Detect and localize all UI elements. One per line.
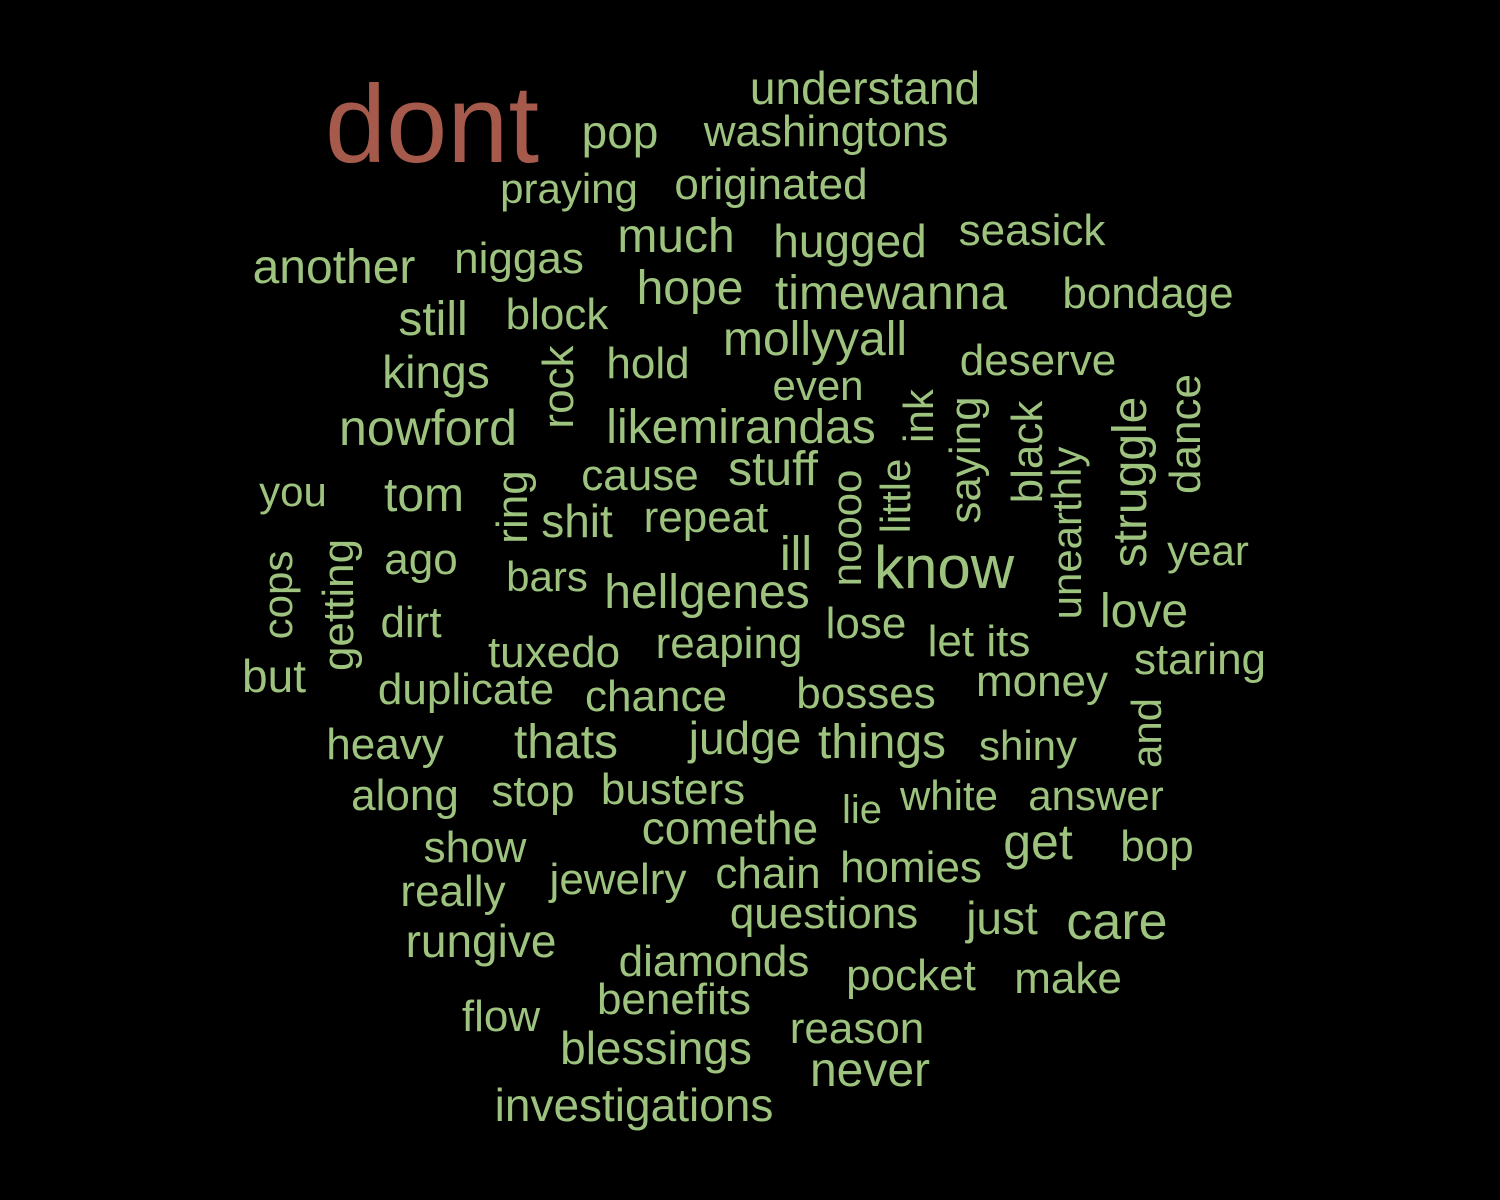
word-heavy: heavy <box>326 720 444 769</box>
word-homies: homies <box>840 843 982 892</box>
word-kings: kings <box>382 346 490 398</box>
word-still: still <box>398 293 468 346</box>
word-bondage: bondage <box>1062 269 1234 318</box>
word-tom: tom <box>383 469 465 522</box>
word-saying: saying <box>941 396 990 524</box>
word-likemirandas: likemirandas <box>606 401 876 454</box>
word-understand: understand <box>749 62 981 114</box>
word-get: get <box>1003 814 1073 870</box>
word-know: know <box>873 534 1015 601</box>
word-block: block <box>505 290 609 339</box>
word-another: another <box>252 241 416 294</box>
word-staring: staring <box>1133 635 1267 684</box>
word-hope: hope <box>636 262 744 315</box>
word-cause: cause <box>581 451 699 500</box>
word-questions: questions <box>729 889 919 938</box>
word-nowford: nowford <box>339 400 517 456</box>
word-love: love <box>1099 585 1189 638</box>
word-seasick: seasick <box>958 206 1106 255</box>
word-ago: ago <box>384 535 458 584</box>
word-hold: hold <box>606 339 690 388</box>
word-show: show <box>423 823 527 872</box>
word-timewanna: timewanna <box>774 267 1008 320</box>
word-noooo: noooo <box>823 469 870 587</box>
word-getting: getting <box>314 538 363 672</box>
word-care: care <box>1066 893 1168 951</box>
word-ring: ring <box>488 470 537 544</box>
word-comethe: comethe <box>641 802 819 854</box>
word-originated: originated <box>674 160 868 209</box>
word-you: you <box>259 468 327 515</box>
word-unearthly: unearthly <box>1043 446 1090 620</box>
word-rock: rock <box>534 345 583 429</box>
word-answer: answer <box>1028 772 1164 819</box>
word-struggle: struggle <box>1104 396 1157 568</box>
word-lie: lie <box>841 788 883 832</box>
word-year: year <box>1167 527 1249 574</box>
word-diamonds: diamonds <box>618 937 810 986</box>
word-money: money <box>975 657 1109 706</box>
word-pop: pop <box>581 106 659 158</box>
word-jewelry: jewelry <box>549 855 687 904</box>
word-dont: dont <box>324 63 540 186</box>
word-rungive: rungive <box>405 915 557 967</box>
word-niggas: niggas <box>454 234 584 283</box>
word-lose: lose <box>825 599 907 648</box>
word-really: really <box>400 867 506 916</box>
word-judge: judge <box>688 712 802 764</box>
word-tuxedo: tuxedo <box>487 628 621 677</box>
word-along: along <box>351 771 459 820</box>
word-bosses: bosses <box>796 669 936 718</box>
word-just: just <box>966 892 1038 944</box>
word-benefits: benefits <box>596 975 752 1024</box>
word-shit: shit <box>541 495 613 547</box>
word-deserve: deserve <box>959 336 1117 385</box>
word-mollyyall: mollyyall <box>722 313 908 366</box>
word-cops: cops <box>254 550 301 640</box>
word-thats: thats <box>513 716 619 769</box>
word-stuff: stuff <box>728 443 818 496</box>
word-even: even <box>772 362 864 409</box>
word-busters: busters <box>600 765 746 814</box>
word-bop: bop <box>1120 822 1194 871</box>
word-flow: flow <box>461 992 541 1041</box>
word-things: things <box>817 716 947 769</box>
word-dance: dance <box>1161 374 1210 494</box>
word-ink: ink <box>895 389 942 443</box>
word-pocket: pocket <box>846 951 976 1000</box>
word-and: and <box>1123 697 1170 769</box>
word-dirt: dirt <box>380 598 442 647</box>
word-investigations: investigations <box>494 1079 774 1131</box>
word-hellgenes: hellgenes <box>604 566 810 619</box>
word-chain: chain <box>715 849 821 898</box>
word-repeat: repeat <box>643 493 769 542</box>
word-much: much <box>617 210 735 263</box>
word-washingtons: washingtons <box>703 107 949 156</box>
word-little: little <box>872 458 919 534</box>
word-reaping: reaping <box>655 619 803 668</box>
word-stop: stop <box>491 767 575 816</box>
word-ill: ill <box>780 528 812 581</box>
word-chance: chance <box>585 672 727 721</box>
word-blessings: blessings <box>560 1022 752 1074</box>
word-let-its: let its <box>927 617 1031 666</box>
word-hugged: hugged <box>773 215 927 267</box>
word-white: white <box>899 772 999 819</box>
word-praying: praying <box>500 165 638 212</box>
word-make: make <box>1014 954 1122 1003</box>
word-never: never <box>809 1044 931 1097</box>
word-reason: reason <box>789 1004 925 1053</box>
word-but: but <box>242 650 306 702</box>
word-bars: bars <box>506 553 588 600</box>
word-shiny: shiny <box>978 722 1078 769</box>
word-duplicate: duplicate <box>377 665 555 714</box>
